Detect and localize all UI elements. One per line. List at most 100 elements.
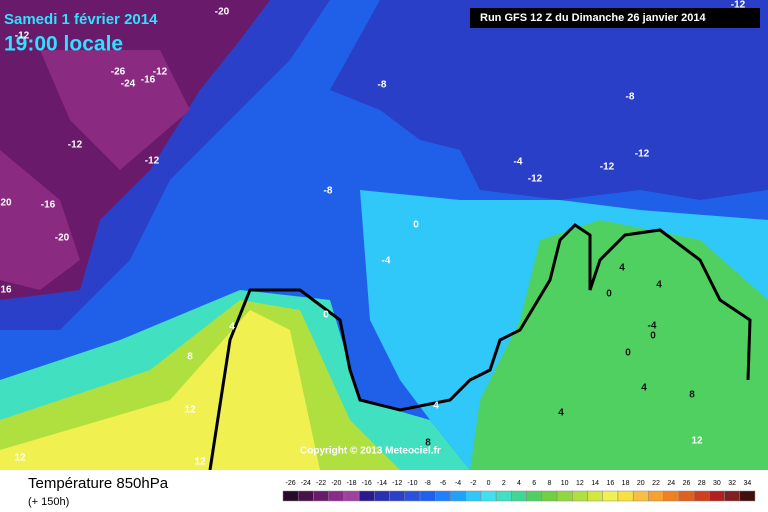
scale-label: 34 <box>743 480 751 487</box>
scale-label: 20 <box>637 480 645 487</box>
contour-label: -12 <box>731 0 746 11</box>
scale-swatch <box>435 490 451 502</box>
color-scale: -26 -24 -22 -20 -18 -16 -14 -12 -10 -8 -6 -4 -2 0 2 4 6 8… <box>282 480 756 502</box>
contour-label: -12 <box>145 156 160 167</box>
contour-label: 4 <box>641 383 647 394</box>
scale-swatch <box>602 490 619 502</box>
scale-label: -2 <box>470 480 476 487</box>
scale-label: -24 <box>301 480 311 487</box>
scale-label: 28 <box>698 480 706 487</box>
contour-label: 8 <box>689 390 695 401</box>
warm-zone <box>470 220 768 470</box>
scale-swatch <box>313 490 329 502</box>
scale-label: -16 <box>362 480 372 487</box>
contour-label: 8 <box>425 438 431 449</box>
scale-swatch <box>693 490 710 502</box>
contour-label: -12 <box>600 162 615 173</box>
map-area <box>0 0 768 470</box>
contour-label: 4 <box>656 280 662 291</box>
run: Run GFS 12 Z du Dimanche 26 janvier 2014 <box>480 12 706 24</box>
scale-label: -20 <box>331 480 341 487</box>
time: 19:00 locale <box>4 33 123 56</box>
contour-label: 0 <box>625 348 631 359</box>
run-box <box>470 8 760 28</box>
hot-zone <box>0 310 320 470</box>
contour-label: -8 <box>378 80 387 91</box>
contour-label: 12 <box>194 457 206 468</box>
contour-label: -12 <box>15 31 30 42</box>
scale-swatch <box>389 490 406 502</box>
scale-swatch <box>343 490 360 502</box>
contour-label: 20 <box>0 198 12 209</box>
scale-label: -12 <box>392 480 402 487</box>
contour-label: -16 <box>141 75 156 86</box>
scale-swatch <box>663 490 680 502</box>
contour-label: 12 <box>184 405 196 416</box>
scale-swatch <box>374 490 390 502</box>
scale-swatch <box>495 490 512 502</box>
scale-label: -10 <box>407 480 417 487</box>
contour-label: -26 <box>111 67 126 78</box>
scale-label: 18 <box>622 480 630 487</box>
scale-label: 10 <box>561 480 569 487</box>
contour-label: 16 <box>0 285 12 296</box>
contour-label: 0 <box>650 331 656 342</box>
contour-label: 12 <box>691 436 703 447</box>
scale-label: -22 <box>316 480 326 487</box>
scale-swatch <box>587 490 603 502</box>
scale-swatch <box>632 490 649 502</box>
scale-swatch <box>465 490 482 502</box>
scale-label: -18 <box>346 480 356 487</box>
scale-swatch <box>709 490 725 502</box>
scale-label: 24 <box>667 480 675 487</box>
contour-labels: -20 -12 -12 -12 -26 -16 -24 -8 -8 -12 -1… <box>0 0 745 468</box>
scale-label: 30 <box>713 480 721 487</box>
contour-label: 4 <box>229 322 235 333</box>
scale-swatch <box>572 490 588 502</box>
scale-swatch <box>328 490 345 502</box>
contour-label: -24 <box>121 79 136 90</box>
scale-label: 16 <box>606 480 614 487</box>
contour-label: 0 <box>323 310 329 321</box>
contour-label: 12 <box>14 453 26 464</box>
scale-swatch <box>678 490 695 502</box>
contour-label: -12 <box>635 149 650 160</box>
contour-label: 0 <box>413 220 419 231</box>
scale-label: 14 <box>591 480 599 487</box>
scale-swatch <box>419 490 436 502</box>
scale-swatch <box>617 490 634 502</box>
scale-swatch <box>282 490 299 502</box>
contour-label: -12 <box>153 67 168 78</box>
scale-swatch <box>511 490 527 502</box>
contour-label: 4 <box>433 401 439 412</box>
scale-swatch <box>297 490 314 502</box>
contour-label: -4 <box>382 256 391 267</box>
scale-swatch <box>556 490 573 502</box>
contour-label: -4 <box>514 157 523 168</box>
contour-label: 4 <box>558 408 564 419</box>
scale-swatch <box>404 490 421 502</box>
contour-label: -4 <box>648 321 657 332</box>
cold-zone <box>330 0 768 200</box>
scale-swatch <box>450 490 466 502</box>
scale-label: 8 <box>547 480 551 487</box>
scale-swatch <box>541 490 558 502</box>
scale-swatch <box>358 490 375 502</box>
scale-label: 12 <box>576 480 584 487</box>
scale-label: -6 <box>440 480 446 487</box>
date: Samedi 1 février 2014 <box>4 11 158 28</box>
scale-label: -4 <box>455 480 461 487</box>
scale-label: 4 <box>517 480 521 487</box>
contour-label: -8 <box>324 186 333 197</box>
scale-swatch <box>648 490 664 502</box>
scale-label: -14 <box>377 480 387 487</box>
contour-label: 8 <box>187 352 193 363</box>
scale-label: -8 <box>425 480 431 487</box>
very-cold-zone <box>0 50 190 290</box>
contour-label: 4 <box>619 263 625 274</box>
legend-title: Température 850hPa <box>28 475 169 492</box>
scale-label: 0 <box>487 480 491 487</box>
scale-label: 32 <box>728 480 736 487</box>
scale-label: -26 <box>286 480 296 487</box>
scale-label: 26 <box>683 480 691 487</box>
